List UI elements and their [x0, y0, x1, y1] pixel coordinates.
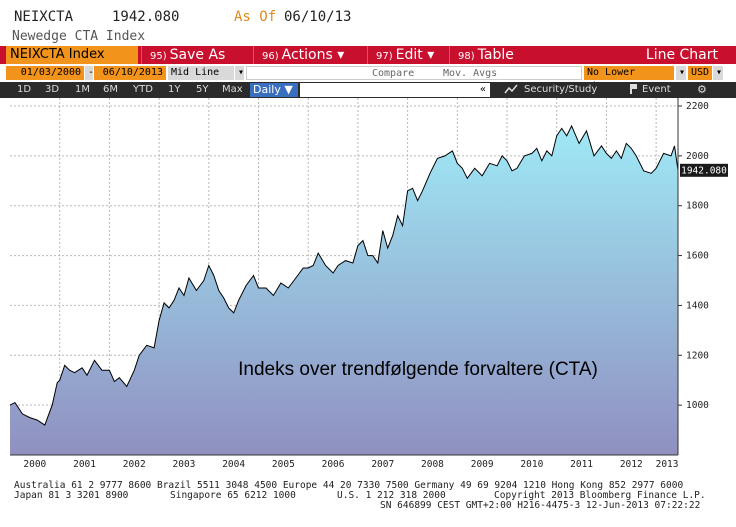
security-header: NEIXCTA 1942.080 As Of 06/10/13 [0, 0, 736, 30]
price-chart: 1000 1200 1400 1600 1800 2000 2200 1942.080 20… [0, 98, 736, 470]
date-separator: - [85, 66, 94, 80]
footer-us: U.S. 1 212 318 2000 [337, 490, 446, 501]
asof-label: As Of [234, 9, 277, 25]
settings-gear-icon[interactable]: ⚙ [697, 83, 707, 96]
x-tick-label: 2012 [620, 459, 643, 470]
x-tick-label: 2006 [322, 459, 345, 470]
period-max[interactable]: Max [222, 84, 243, 95]
last-value-marker: 1942.080 [680, 163, 728, 177]
y-tick-label: 1400 [686, 300, 709, 311]
y-tick-label: 1600 [686, 251, 709, 262]
table-num: 98) [458, 51, 475, 62]
last-value-label: 1942.080 [681, 165, 727, 176]
y-axis-panel [678, 98, 736, 470]
period-3d[interactable]: 3D [45, 84, 60, 95]
x-tick-label: 2004 [222, 459, 245, 470]
x-tick-label: 2008 [421, 459, 444, 470]
period-1y[interactable]: 1Y [168, 84, 181, 95]
y-tick-label: 2000 [686, 151, 709, 162]
start-date-input[interactable]: 01/03/2000 [6, 66, 84, 80]
asof-date: 06/10/13 [284, 9, 352, 25]
x-tick-label: 2010 [520, 459, 543, 470]
chart-controls: 01/03/2000 - 06/10/2013 Mid Line ▾ Compa… [0, 65, 736, 92]
x-tick-label: 2003 [173, 459, 196, 470]
footer-session: SN 646899 CEST GMT+2:00 H216-4475-3 12-J… [380, 500, 701, 511]
x-tick-label: 2002 [123, 459, 146, 470]
chart-title: Indeks over trendfølgende forvaltere (CT… [238, 359, 598, 380]
edit-button[interactable]: 97) Edit ▾ [367, 46, 449, 64]
chart-type-label[interactable]: Line Chart [645, 47, 718, 63]
end-date-input[interactable]: 06/10/2013 [94, 66, 166, 80]
period-6m[interactable]: 6M [103, 84, 118, 95]
function-toolbar: NEIXCTA Index 95) Save As 96) Actions ▾ 97… [0, 46, 736, 64]
table-button[interactable]: 98) Table [449, 46, 539, 64]
price-field-select[interactable]: Mid Line [168, 66, 234, 80]
y-tick-label: 1800 [686, 201, 709, 212]
save-as-num: 95) [150, 51, 167, 62]
x-tick-label: 2007 [371, 459, 394, 470]
y-tick-label: 2200 [686, 101, 709, 112]
y-axis-ticks: 1000 1200 1400 1600 1800 2000 2200 [678, 101, 709, 411]
save-as-label: Save As [169, 47, 226, 63]
security-study-button[interactable]: Security/Study [524, 84, 598, 95]
price-line [9, 124, 679, 426]
x-axis-labels: 2000 2001 2002 2003 2004 2005 2006 2007 2008 2009… [23, 459, 678, 470]
event-button[interactable]: Event [642, 84, 671, 95]
footer-japan: Japan 81 3 3201 8900 [14, 490, 129, 501]
period-1d[interactable]: 1D [17, 84, 32, 95]
ticker: NEIXCTA [14, 9, 74, 25]
period-5y[interactable]: 5Y [196, 84, 209, 95]
x-tick-label: 2013 [656, 459, 679, 470]
chart-study-icon[interactable] [504, 82, 518, 98]
footer-singapore: Singapore 65 6212 1000 [170, 490, 296, 501]
lower-chart-dropdown[interactable]: ▾ [676, 66, 686, 80]
compare-box[interactable]: Compare Mov. Avgs [246, 66, 582, 80]
edit-label: Edit ▾ [395, 47, 435, 63]
event-icon[interactable] [628, 82, 638, 98]
edit-num: 97) [376, 51, 393, 62]
currency-select[interactable]: USD [688, 66, 712, 80]
y-tick-label: 1000 [686, 400, 709, 411]
area-fill [10, 125, 678, 456]
currency-dropdown[interactable]: ▾ [713, 66, 723, 80]
x-axis-panel [0, 455, 736, 470]
actions-num: 96) [262, 51, 279, 62]
table-label: Table [477, 47, 514, 63]
actions-label: Actions ▾ [281, 47, 345, 63]
price-field-dropdown[interactable]: ▾ [235, 66, 244, 80]
x-tick-label: 2005 [272, 459, 295, 470]
contact-footer: Australia 61 2 9777 8600 Brazil 5511 304… [0, 479, 736, 527]
x-tick-label: 2000 [23, 459, 46, 470]
frequency-select[interactable]: Daily ▼ [250, 83, 298, 97]
period-1m[interactable]: 1M [75, 84, 90, 95]
footer-line-1: Australia 61 2 9777 8600 Brazil 5511 304… [14, 480, 684, 491]
lower-chart-select[interactable]: No Lower Chart [584, 66, 674, 92]
x-tick-label: 2011 [570, 459, 593, 470]
save-as-button[interactable]: 95) Save As [141, 46, 253, 64]
mov-avgs-label: Mov. Avgs [443, 68, 498, 79]
security-name: Newedge CTA Index [12, 29, 146, 44]
period-ytd[interactable]: YTD [133, 84, 153, 95]
actions-button[interactable]: 96) Actions ▾ [253, 46, 367, 64]
compare-label: Compare [372, 68, 415, 79]
y-tick-label: 1200 [686, 350, 709, 361]
period-bar: 1D 3D 1M 6M YTD 1Y 5Y Max Daily ▼ « Secu… [0, 82, 736, 98]
x-tick-label: 2009 [471, 459, 494, 470]
x-tick-label: 2001 [73, 459, 96, 470]
index-field[interactable]: NEIXCTA Index [6, 46, 138, 64]
footer-copyright: Copyright 2013 Bloomberg Finance L.P. [494, 490, 706, 501]
security-search-input[interactable]: « [300, 83, 490, 97]
last-price: 1942.080 [112, 9, 180, 25]
